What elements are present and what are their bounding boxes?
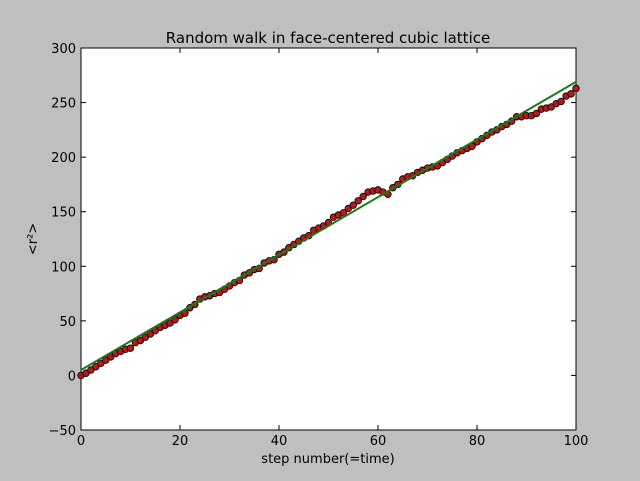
fit-line [80, 80, 577, 371]
data-point [171, 316, 179, 324]
chart-title: Random walk in face-centered cubic latti… [166, 29, 490, 47]
x-tick-labels: 0 20 40 60 80 100 [77, 434, 589, 449]
x-tick-label: 80 [469, 434, 486, 449]
data-point [567, 90, 575, 98]
y-tick-label: 200 [51, 151, 76, 166]
data-point [354, 197, 362, 205]
plot-area [80, 47, 577, 431]
data-point [359, 192, 367, 201]
y-tick-label: −50 [49, 424, 76, 439]
x-tick-label: 60 [370, 434, 387, 449]
x-tick-label: 0 [77, 434, 85, 449]
x-tick-label: 100 [564, 434, 589, 449]
y-tick-label: 50 [59, 315, 76, 330]
x-axis-label: step number(=time) [261, 452, 394, 467]
data-point [532, 109, 541, 118]
y-tick-label: 150 [51, 206, 76, 221]
data-point [126, 344, 135, 352]
ticks [80, 47, 577, 431]
y-axis-label: <r²> [26, 223, 41, 255]
data-point [349, 201, 357, 209]
x-tick-label: 20 [172, 434, 189, 449]
data-point [572, 84, 580, 93]
y-tick-label: 100 [51, 260, 76, 275]
y-tick-label: 250 [51, 97, 76, 112]
y-tick-labels: −50 0 50 100 150 200 250 300 [49, 42, 76, 439]
y-tick-label: 0 [68, 369, 76, 384]
y-tick-label: 300 [51, 42, 76, 57]
data-point [557, 97, 565, 106]
x-tick-label: 40 [271, 434, 288, 449]
